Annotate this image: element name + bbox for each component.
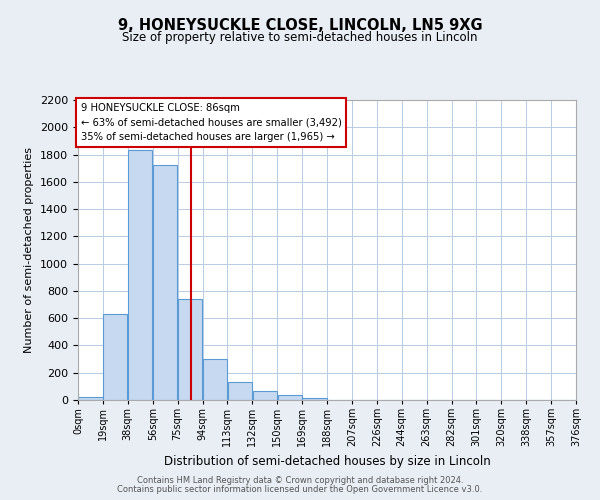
- Text: 9, HONEYSUCKLE CLOSE, LINCOLN, LN5 9XG: 9, HONEYSUCKLE CLOSE, LINCOLN, LN5 9XG: [118, 18, 482, 32]
- Bar: [253, 391, 277, 400]
- Bar: [278, 394, 302, 400]
- Bar: [203, 359, 227, 400]
- Bar: [228, 382, 252, 400]
- Bar: [302, 398, 326, 400]
- Bar: [128, 150, 152, 400]
- Bar: [103, 314, 127, 400]
- Text: Size of property relative to semi-detached houses in Lincoln: Size of property relative to semi-detach…: [122, 31, 478, 44]
- Bar: [79, 398, 103, 400]
- X-axis label: Distribution of semi-detached houses by size in Lincoln: Distribution of semi-detached houses by …: [164, 454, 490, 468]
- Y-axis label: Number of semi-detached properties: Number of semi-detached properties: [25, 147, 34, 353]
- Bar: [178, 299, 202, 400]
- Text: 9 HONEYSUCKLE CLOSE: 86sqm
← 63% of semi-detached houses are smaller (3,492)
35%: 9 HONEYSUCKLE CLOSE: 86sqm ← 63% of semi…: [80, 102, 341, 142]
- Text: Contains public sector information licensed under the Open Government Licence v3: Contains public sector information licen…: [118, 485, 482, 494]
- Bar: [153, 166, 177, 400]
- Text: Contains HM Land Registry data © Crown copyright and database right 2024.: Contains HM Land Registry data © Crown c…: [137, 476, 463, 485]
